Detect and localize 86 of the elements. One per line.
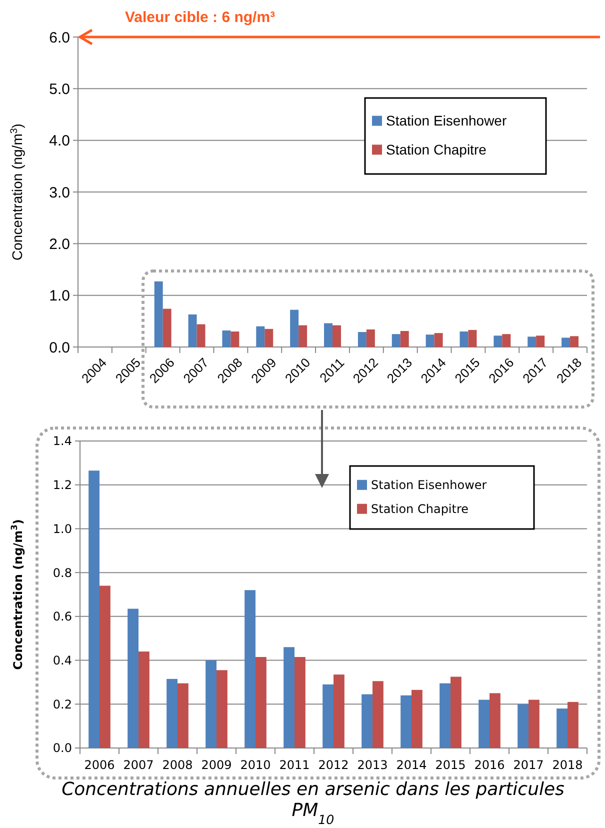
bar — [166, 678, 178, 748]
y-tick-label: 0.6 — [52, 610, 72, 624]
bar — [154, 281, 163, 347]
bar — [556, 708, 568, 748]
y-tick-label: 1.2 — [52, 478, 72, 492]
bar — [440, 683, 450, 748]
y-tick-label: 2.0 — [49, 236, 70, 253]
bar — [412, 690, 422, 748]
bar — [450, 676, 462, 748]
bar — [400, 330, 409, 347]
bar — [100, 586, 110, 748]
bar — [362, 694, 372, 748]
bar — [460, 332, 468, 347]
legend-label: Station Chapitre — [386, 142, 487, 158]
bar — [568, 702, 578, 748]
y-tick-label: 1.4 — [52, 434, 72, 448]
y-tick-label: 0.4 — [52, 653, 72, 668]
bar — [162, 308, 172, 347]
x-tick-label: 2011 — [279, 758, 310, 772]
x-tick-label: 2010 — [240, 758, 271, 772]
y-tick-label: 6.0 — [49, 29, 70, 46]
bar — [128, 608, 138, 748]
legend-label: Station Eisenhower — [371, 478, 487, 492]
x-tick-label: 2012 — [318, 758, 349, 772]
bar — [358, 332, 366, 347]
bar — [518, 704, 528, 748]
bar — [332, 325, 341, 347]
bar — [400, 695, 412, 748]
x-tick-label: 2017 — [513, 758, 544, 772]
bar — [216, 670, 228, 748]
bar — [196, 324, 206, 347]
bar — [138, 652, 150, 748]
ref-line-label: Valeur cible : 6 ng/m³ — [125, 9, 276, 26]
bar — [434, 333, 443, 347]
bar — [372, 681, 384, 748]
x-tick-label: 2016 — [474, 758, 505, 772]
y-tick-label: 0.0 — [49, 339, 70, 356]
x-tick-label: 2013 — [357, 758, 388, 772]
bar — [494, 336, 502, 347]
bar — [392, 334, 400, 347]
bar — [528, 336, 536, 347]
x-tick-label: 2006 — [84, 758, 115, 772]
bar — [88, 470, 100, 748]
bar — [264, 328, 274, 347]
bar — [490, 693, 500, 748]
y-tick-label: 0.8 — [52, 566, 72, 580]
bar — [562, 338, 570, 347]
y-tick-label: 0.2 — [52, 697, 72, 712]
x-tick-label: 2014 — [396, 758, 427, 772]
bar — [178, 683, 188, 748]
bar — [256, 656, 266, 748]
text: Concentrations annuelles en arsenic dans les particules PM$_{10}$ — [62, 779, 564, 826]
x-tick-label: 2008 — [162, 758, 193, 772]
legend-label: Station Chapitre — [371, 502, 469, 516]
y-tick-label: 0.0 — [52, 741, 72, 756]
x-tick-label: 2018 — [552, 758, 583, 772]
bar — [256, 326, 265, 347]
bar — [298, 325, 308, 347]
bar — [206, 660, 216, 748]
bar — [188, 314, 197, 347]
bar — [222, 330, 231, 347]
bar — [366, 329, 375, 347]
bar — [230, 332, 240, 347]
x-tick-label: 2015 — [435, 758, 466, 772]
bar — [244, 590, 256, 748]
bar — [334, 674, 344, 748]
bar — [324, 323, 332, 347]
bar — [478, 700, 490, 748]
bar — [322, 684, 334, 748]
y-tick-label: 5.0 — [49, 80, 70, 98]
bar — [290, 310, 299, 347]
bar — [468, 330, 477, 347]
x-tick-label: 2007 — [123, 758, 154, 772]
y-tick-label: 3.0 — [49, 184, 70, 202]
bar — [570, 336, 579, 347]
x-tick-label: 2009 — [201, 758, 232, 772]
y-tick-label: 1.0 — [49, 288, 70, 305]
legend-label: Station Eisenhower — [386, 112, 507, 129]
bar — [528, 700, 540, 748]
y-tick-label: 1.0 — [52, 522, 72, 536]
bar — [426, 334, 434, 347]
bar — [284, 647, 294, 748]
bar — [536, 336, 545, 347]
y-tick-label: 4.0 — [49, 132, 70, 150]
bar — [502, 334, 511, 347]
bar — [294, 656, 306, 748]
